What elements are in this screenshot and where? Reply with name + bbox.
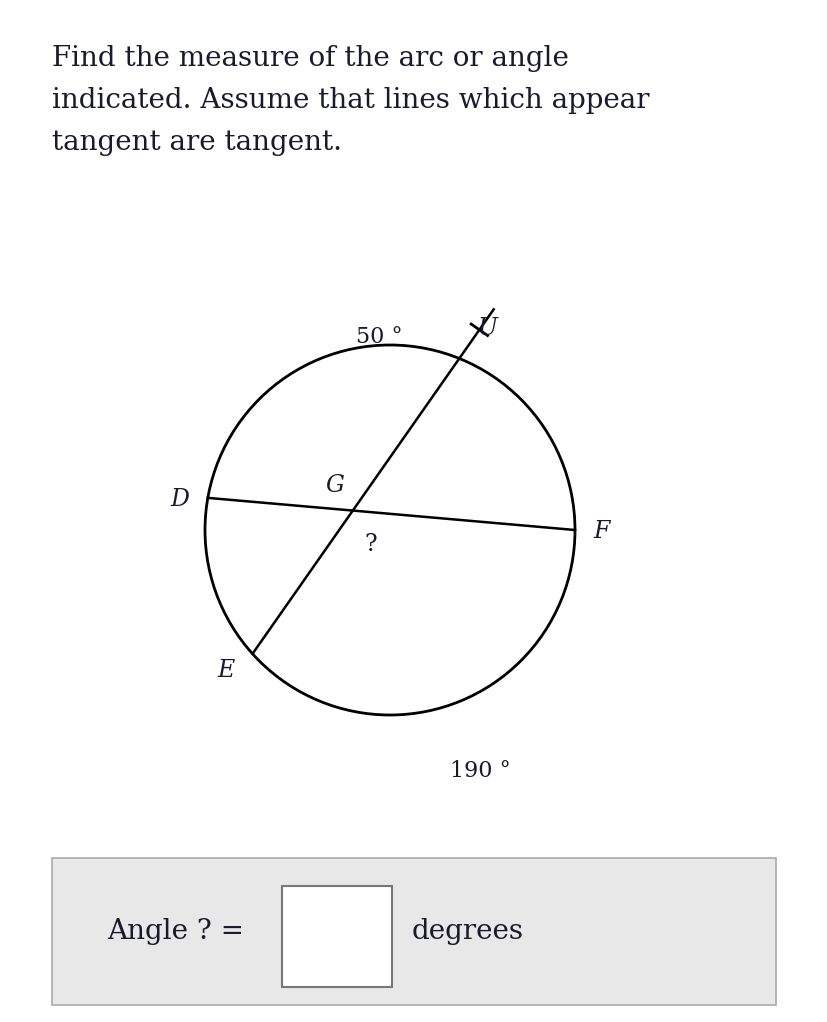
Text: Find the measure of the arc or angle: Find the measure of the arc or angle bbox=[52, 45, 568, 72]
Text: G: G bbox=[326, 473, 344, 497]
Text: Angle ? =: Angle ? = bbox=[107, 918, 244, 945]
Text: indicated. Assume that lines which appear: indicated. Assume that lines which appea… bbox=[52, 87, 648, 114]
Text: 50 °: 50 ° bbox=[356, 326, 402, 349]
Text: tangent are tangent.: tangent are tangent. bbox=[52, 129, 342, 156]
Text: U: U bbox=[476, 318, 496, 340]
Text: F: F bbox=[592, 520, 609, 544]
Text: E: E bbox=[217, 659, 234, 682]
Text: 190 °: 190 ° bbox=[449, 760, 509, 782]
Text: ?: ? bbox=[365, 532, 377, 556]
Text: D: D bbox=[170, 489, 189, 511]
Text: degrees: degrees bbox=[412, 918, 523, 945]
Bar bbox=[52, 858, 775, 1005]
Bar bbox=[282, 886, 391, 987]
